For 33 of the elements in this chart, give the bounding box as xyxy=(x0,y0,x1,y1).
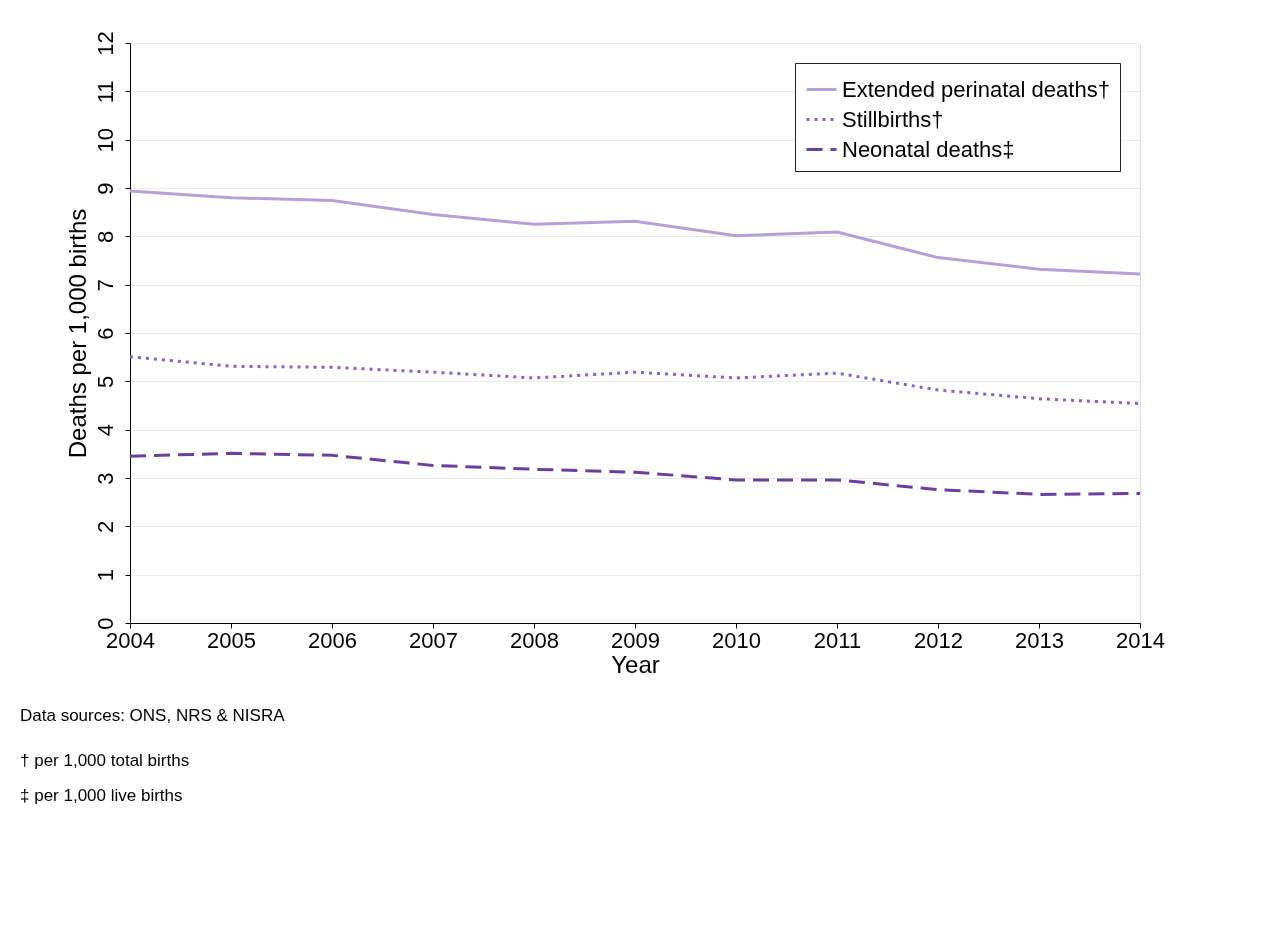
line-series xyxy=(128,189,1142,276)
y-tick-label: 10 xyxy=(92,127,118,153)
y-tick-label: 5 xyxy=(92,375,118,388)
y-tick-label: 9 xyxy=(92,182,118,195)
y-tick-label: 4 xyxy=(92,424,118,437)
y-tick-label: 11 xyxy=(92,80,118,104)
x-tick-label: 2012 xyxy=(914,627,963,653)
y-tick-label: 1 xyxy=(92,569,118,582)
y-tick-label: 12 xyxy=(92,31,118,56)
x-tick-label: 2005 xyxy=(207,627,256,653)
x-tick-label: 2009 xyxy=(611,627,660,653)
text: Data sources: ONS, NRS & NISRA xyxy=(20,706,286,725)
legend-label: Extended perinatal deaths† xyxy=(842,76,1110,102)
x-tick-label: 2007 xyxy=(409,627,458,653)
y-tick-label: 6 xyxy=(92,327,118,340)
line-series xyxy=(128,451,1142,496)
y-tick-label: 7 xyxy=(92,279,118,292)
text: † per 1,000 total births xyxy=(20,751,190,770)
legend-label: Stillbirths† xyxy=(842,106,944,132)
x-axis-title: Year xyxy=(611,650,660,678)
y-tick-label: 3 xyxy=(92,472,118,485)
y-tick-label: 8 xyxy=(92,230,118,243)
x-tick-label: 2014 xyxy=(1116,627,1165,653)
y-tick-label: 2 xyxy=(92,520,118,533)
x-tick-label: 2008 xyxy=(510,627,559,653)
x-tick-label: 2010 xyxy=(712,627,761,653)
text: ‡ per 1,000 live births xyxy=(20,786,183,805)
legend-label: Neonatal deaths‡ xyxy=(842,136,1015,162)
x-tick-label: 2006 xyxy=(308,627,357,653)
x-tick-label: 2011 xyxy=(813,627,862,653)
x-tick-label: 2013 xyxy=(1015,627,1064,653)
y-tick-label: 0 xyxy=(92,617,118,630)
y-axis-title: Deaths per 1,000 births xyxy=(63,208,91,459)
